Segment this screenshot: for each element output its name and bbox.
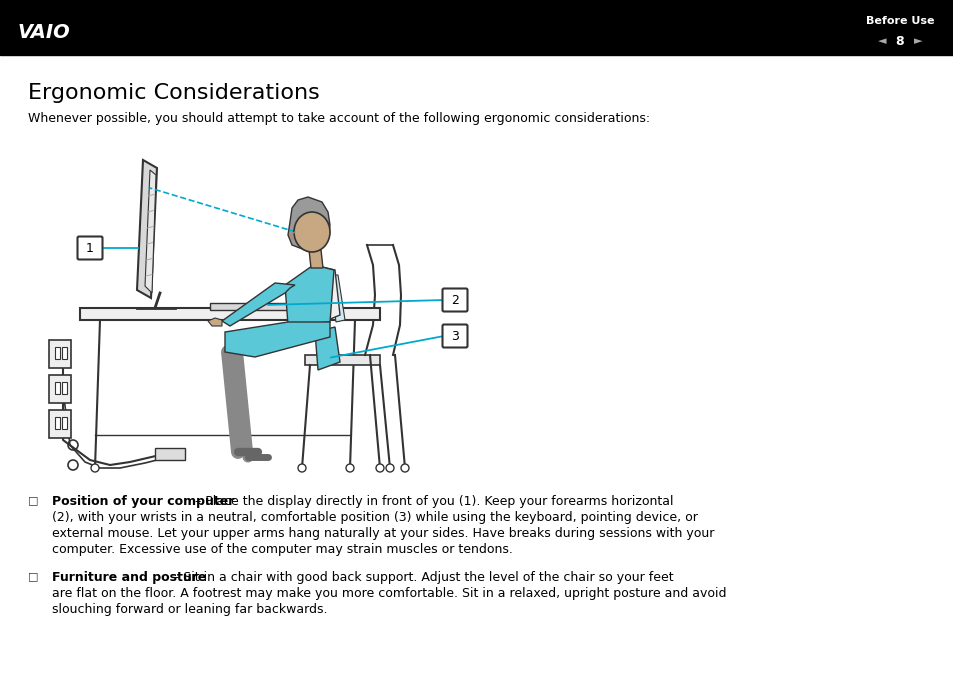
- Polygon shape: [288, 197, 330, 250]
- Circle shape: [386, 464, 394, 472]
- Bar: [302, 304, 319, 309]
- Polygon shape: [309, 250, 323, 268]
- Text: Whenever possible, you should attempt to take account of the following ergonomic: Whenever possible, you should attempt to…: [28, 112, 649, 125]
- Text: 3: 3: [451, 330, 458, 344]
- FancyBboxPatch shape: [442, 288, 467, 311]
- Text: Furniture and posture: Furniture and posture: [52, 571, 206, 584]
- Text: □: □: [28, 495, 38, 505]
- Text: Position of your computer: Position of your computer: [52, 495, 234, 508]
- Polygon shape: [222, 283, 294, 326]
- Text: □: □: [28, 571, 38, 581]
- Text: 1: 1: [86, 243, 93, 255]
- Bar: [154, 448, 185, 460]
- Circle shape: [375, 464, 384, 472]
- FancyBboxPatch shape: [77, 237, 102, 259]
- Circle shape: [400, 464, 409, 472]
- Text: 8: 8: [895, 35, 903, 48]
- Bar: [210, 303, 299, 310]
- Polygon shape: [145, 170, 156, 293]
- Bar: [0, 0, 953, 55]
- Text: ►: ►: [913, 36, 922, 47]
- Text: Before Use: Before Use: [864, 16, 933, 26]
- Bar: [49, 410, 71, 438]
- Text: VAIO: VAIO: [18, 22, 71, 42]
- Circle shape: [297, 464, 306, 472]
- Polygon shape: [314, 327, 339, 370]
- Polygon shape: [137, 160, 157, 298]
- Bar: [62, 417, 67, 429]
- Polygon shape: [208, 318, 222, 326]
- Bar: [62, 382, 67, 394]
- Bar: [49, 340, 71, 368]
- Circle shape: [346, 464, 354, 472]
- Text: – Place the display directly in front of you (1). Keep your forearms horizontal: – Place the display directly in front of…: [192, 495, 673, 508]
- Bar: [49, 375, 71, 403]
- Bar: [305, 355, 379, 365]
- Text: are flat on the floor. A footrest may make you more comfortable. Sit in a relaxe: are flat on the floor. A footrest may ma…: [52, 587, 726, 600]
- Text: (2), with your wrists in a neutral, comfortable position (3) while using the key: (2), with your wrists in a neutral, comf…: [52, 511, 698, 524]
- Text: Ergonomic Considerations: Ergonomic Considerations: [28, 83, 319, 103]
- Text: slouching forward or leaning far backwards.: slouching forward or leaning far backwar…: [52, 603, 327, 616]
- Text: external mouse. Let your upper arms hang naturally at your sides. Have breaks du: external mouse. Let your upper arms hang…: [52, 527, 714, 540]
- Bar: [55, 382, 60, 394]
- Text: computer. Excessive use of the computer may strain muscles or tendons.: computer. Excessive use of the computer …: [52, 543, 513, 556]
- Bar: [55, 347, 60, 359]
- Bar: [55, 417, 60, 429]
- FancyBboxPatch shape: [442, 324, 467, 348]
- Text: – Sit in a chair with good back support. Adjust the level of the chair so your f: – Sit in a chair with good back support.…: [169, 571, 673, 584]
- Polygon shape: [285, 266, 334, 325]
- Bar: [62, 347, 67, 359]
- Polygon shape: [225, 322, 330, 357]
- Text: ◄: ◄: [877, 36, 885, 47]
- Polygon shape: [317, 266, 339, 320]
- Polygon shape: [330, 275, 345, 322]
- Bar: [80, 308, 379, 320]
- Ellipse shape: [294, 212, 330, 252]
- Circle shape: [91, 464, 99, 472]
- Text: 2: 2: [451, 295, 458, 307]
